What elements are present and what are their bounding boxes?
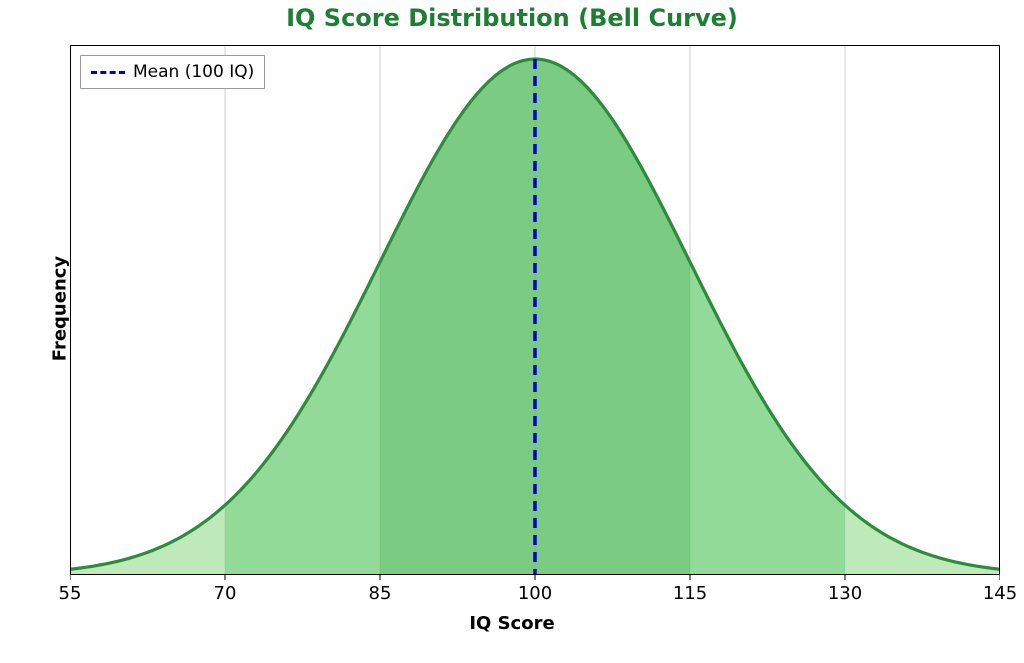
xtick-label: 55 (59, 583, 82, 604)
xtick-label: 100 (518, 583, 552, 604)
x-axis-label: IQ Score (0, 613, 1024, 634)
plot-svg (70, 45, 1000, 581)
xtick-label: 70 (214, 583, 237, 604)
legend: Mean (100 IQ) (80, 55, 265, 89)
y-axis-label: Frequency (50, 249, 71, 369)
xtick-label: 115 (673, 583, 707, 604)
xtick-label: 145 (983, 583, 1017, 604)
xtick-label: 130 (828, 583, 862, 604)
xtick-label: 85 (369, 583, 392, 604)
legend-swatch-mean (91, 71, 125, 74)
plot-area: Mean (100 IQ) (70, 45, 1000, 575)
chart-title: IQ Score Distribution (Bell Curve) (0, 4, 1024, 32)
figure: IQ Score Distribution (Bell Curve) Frequ… (0, 0, 1024, 663)
legend-label-mean: Mean (100 IQ) (133, 62, 254, 82)
